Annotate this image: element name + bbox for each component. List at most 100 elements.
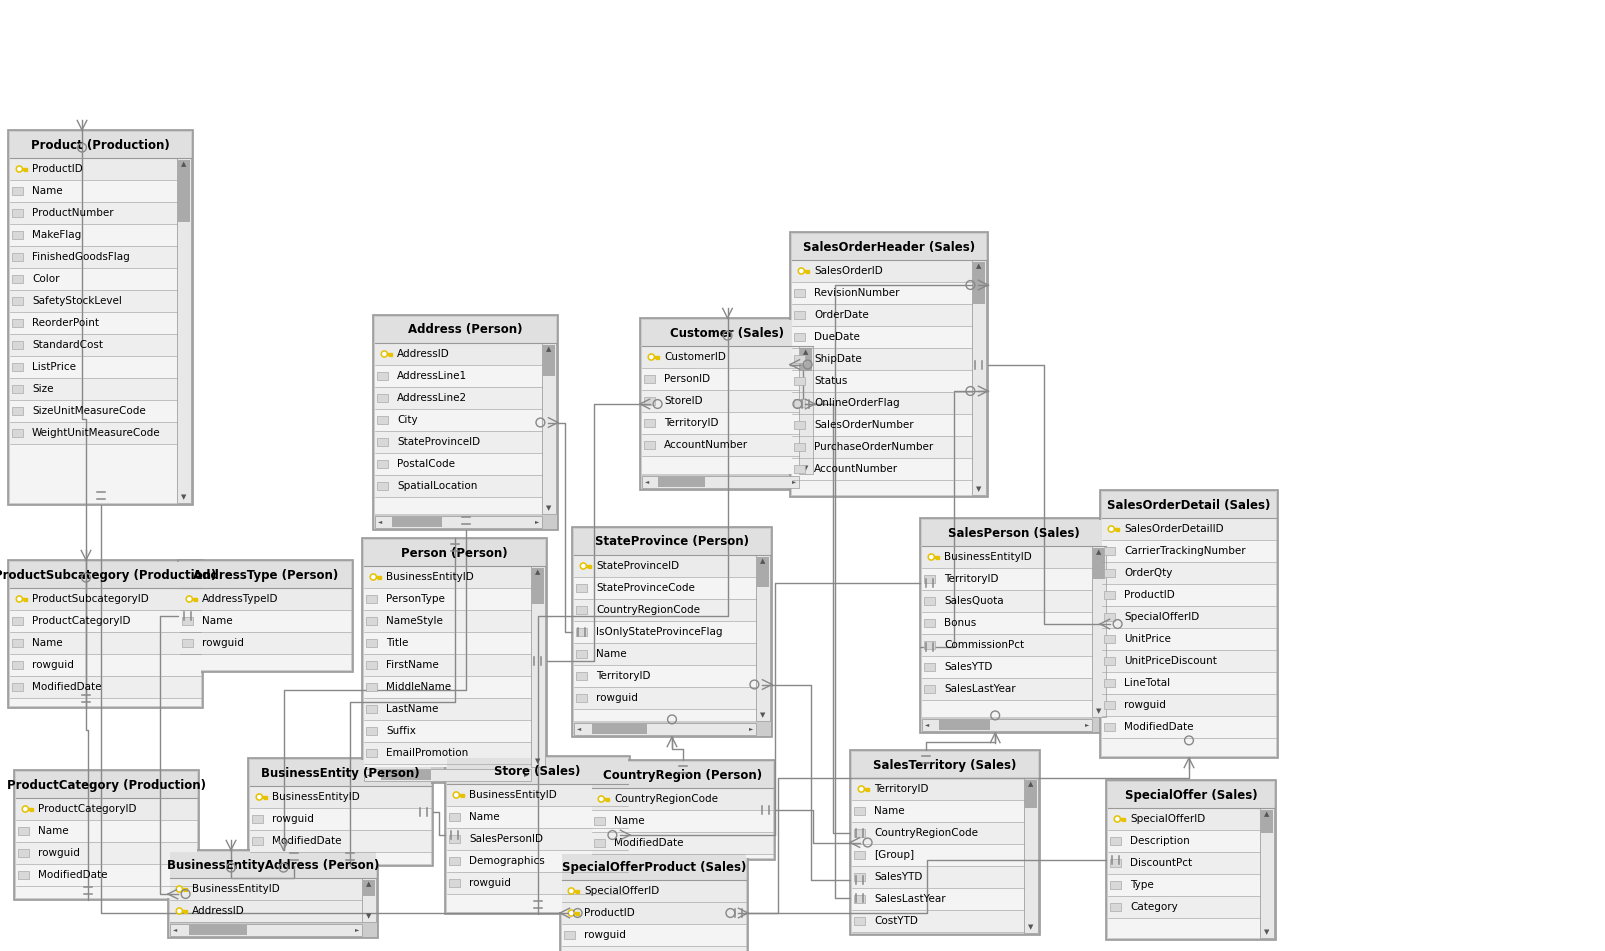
Bar (804, 270, 809, 272)
Text: ProductCategoryID: ProductCategoryID (32, 616, 130, 626)
Bar (594, 839, 605, 847)
Bar (364, 610, 531, 632)
Bar (364, 769, 531, 781)
Bar (1099, 490, 1278, 758)
Text: ▼: ▼ (366, 913, 372, 919)
Bar (921, 546, 1091, 717)
Bar (592, 788, 774, 810)
Bar (794, 355, 806, 363)
Bar (542, 343, 555, 514)
Bar (575, 723, 756, 735)
Bar (973, 262, 985, 304)
Bar (1103, 584, 1276, 606)
Text: BusinessEntityID: BusinessEntityID (469, 790, 557, 800)
Bar (10, 356, 177, 378)
Bar (170, 924, 363, 936)
Bar (21, 598, 27, 600)
Bar (11, 639, 22, 647)
Circle shape (581, 565, 584, 568)
Text: ProductID: ProductID (1124, 590, 1175, 600)
Text: AccountNumber: AccountNumber (664, 440, 748, 450)
Text: ▲: ▲ (1029, 781, 1034, 787)
Bar (377, 460, 388, 468)
Bar (851, 750, 1040, 935)
Text: PostalCode: PostalCode (396, 459, 454, 469)
Bar (642, 368, 799, 390)
Bar (16, 864, 197, 886)
Bar (262, 796, 266, 798)
Bar (1104, 723, 1115, 731)
Bar (644, 397, 655, 405)
Bar (180, 610, 351, 632)
Bar (1103, 562, 1276, 584)
Circle shape (178, 887, 181, 890)
Text: SpecialOfferID: SpecialOfferID (1130, 814, 1205, 824)
Text: rowguid: rowguid (39, 848, 80, 858)
Bar (18, 827, 29, 835)
Text: PersonID: PersonID (664, 374, 709, 384)
Bar (10, 562, 201, 588)
Bar (10, 202, 177, 224)
Text: StateProvinceCode: StateProvinceCode (595, 583, 695, 593)
Text: LineTotal: LineTotal (1124, 678, 1170, 688)
Bar (973, 260, 985, 495)
Text: Color: Color (32, 274, 59, 284)
Bar (250, 830, 432, 852)
Bar (921, 719, 1091, 731)
Bar (854, 851, 865, 859)
Text: Title: Title (385, 638, 408, 648)
Text: SalesOrderDetail (Sales): SalesOrderDetail (Sales) (1107, 498, 1271, 512)
Circle shape (650, 356, 653, 359)
Bar (11, 231, 22, 239)
Bar (250, 786, 432, 864)
Bar (376, 431, 542, 453)
Text: CountryRegionCode: CountryRegionCode (595, 605, 700, 615)
Circle shape (648, 354, 655, 360)
Bar (1093, 548, 1104, 579)
Bar (852, 866, 1024, 888)
Circle shape (570, 911, 573, 915)
Text: ▲: ▲ (181, 161, 186, 167)
Bar (575, 577, 756, 599)
Text: LastName: LastName (385, 704, 438, 714)
Bar (920, 518, 1107, 733)
Circle shape (453, 792, 459, 798)
Bar (387, 353, 392, 355)
Bar (562, 880, 746, 902)
Bar (1104, 679, 1115, 687)
Text: ▼: ▼ (1265, 929, 1270, 935)
Text: ▲: ▲ (536, 569, 541, 575)
Bar (794, 333, 806, 341)
Text: Product (Production): Product (Production) (30, 139, 170, 151)
Bar (1103, 492, 1276, 518)
Text: [Group]: [Group] (875, 850, 915, 860)
Text: SalesLastYear: SalesLastYear (875, 894, 945, 904)
Bar (758, 557, 769, 587)
Bar (791, 370, 973, 392)
Bar (1120, 818, 1125, 820)
Bar (924, 575, 936, 583)
Bar (376, 343, 542, 514)
Circle shape (380, 351, 387, 358)
Bar (376, 475, 542, 497)
Bar (170, 852, 376, 878)
Bar (642, 476, 799, 488)
Bar (575, 687, 756, 709)
Bar (180, 632, 351, 654)
Bar (644, 441, 655, 449)
Bar (563, 931, 575, 939)
Text: City: City (396, 415, 417, 425)
Bar (852, 844, 1024, 866)
Text: CarrierTrackingNumber: CarrierTrackingNumber (1124, 546, 1245, 556)
Bar (376, 343, 542, 365)
Bar (794, 421, 806, 429)
Text: SpecialOfferID: SpecialOfferID (1124, 612, 1199, 622)
Text: CostYTD: CostYTD (875, 916, 918, 926)
Text: ►: ► (1085, 723, 1090, 728)
Bar (1111, 859, 1120, 867)
Circle shape (928, 553, 934, 560)
Text: UnitPrice: UnitPrice (1124, 634, 1172, 644)
Bar (10, 378, 177, 400)
Bar (364, 698, 531, 720)
Text: ProductCategory (Production): ProductCategory (Production) (6, 779, 205, 791)
